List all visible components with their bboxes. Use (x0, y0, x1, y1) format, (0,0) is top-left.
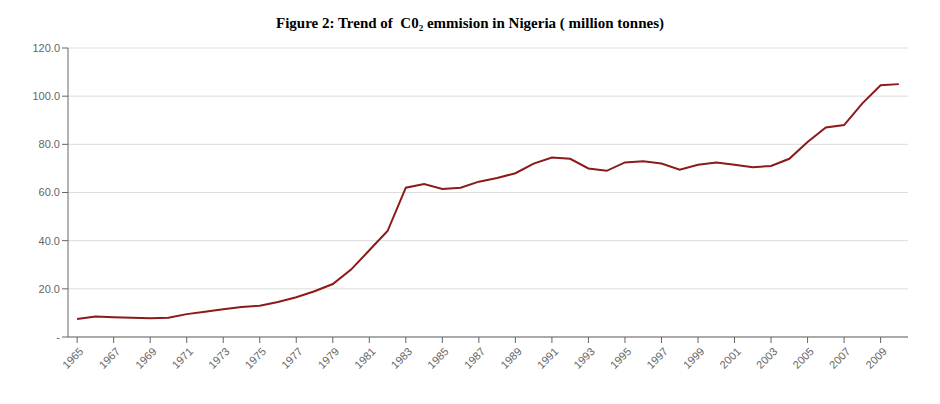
svg-text:-: - (56, 331, 60, 343)
svg-text:2009: 2009 (863, 345, 889, 371)
svg-text:1973: 1973 (206, 345, 232, 371)
svg-text:1967: 1967 (96, 345, 122, 371)
svg-text:1979: 1979 (315, 345, 341, 371)
svg-text:1995: 1995 (608, 345, 634, 371)
svg-text:1977: 1977 (279, 345, 305, 371)
svg-text:1993: 1993 (571, 345, 597, 371)
svg-text:1983: 1983 (389, 345, 415, 371)
svg-text:100.0: 100.0 (32, 90, 60, 102)
svg-text:1991: 1991 (535, 345, 561, 371)
svg-text:1989: 1989 (498, 345, 524, 371)
svg-text:1997: 1997 (644, 345, 670, 371)
svg-text:1985: 1985 (425, 345, 451, 371)
svg-text:20.0: 20.0 (39, 283, 60, 295)
svg-text:60.0: 60.0 (39, 186, 60, 198)
svg-text:2007: 2007 (827, 345, 853, 371)
svg-text:1971: 1971 (169, 345, 195, 371)
html-text:Figure 2: Trend of C0₂ emmisio: Figure 2: Trend of C0₂ emmision in Niger… (276, 15, 664, 31)
svg-text:1965: 1965 (60, 345, 86, 371)
svg-text:1981: 1981 (352, 345, 378, 371)
svg-text:2003: 2003 (754, 345, 780, 371)
svg-text:1975: 1975 (242, 345, 268, 371)
svg-text:1987: 1987 (462, 345, 488, 371)
svg-text:80.0: 80.0 (39, 138, 60, 150)
svg-text:2001: 2001 (717, 345, 743, 371)
svg-text:1999: 1999 (681, 345, 707, 371)
svg-text:1969: 1969 (133, 345, 159, 371)
svg-text:40.0: 40.0 (39, 235, 60, 247)
svg-text:2005: 2005 (790, 345, 816, 371)
svg-text:120.0: 120.0 (32, 42, 60, 54)
